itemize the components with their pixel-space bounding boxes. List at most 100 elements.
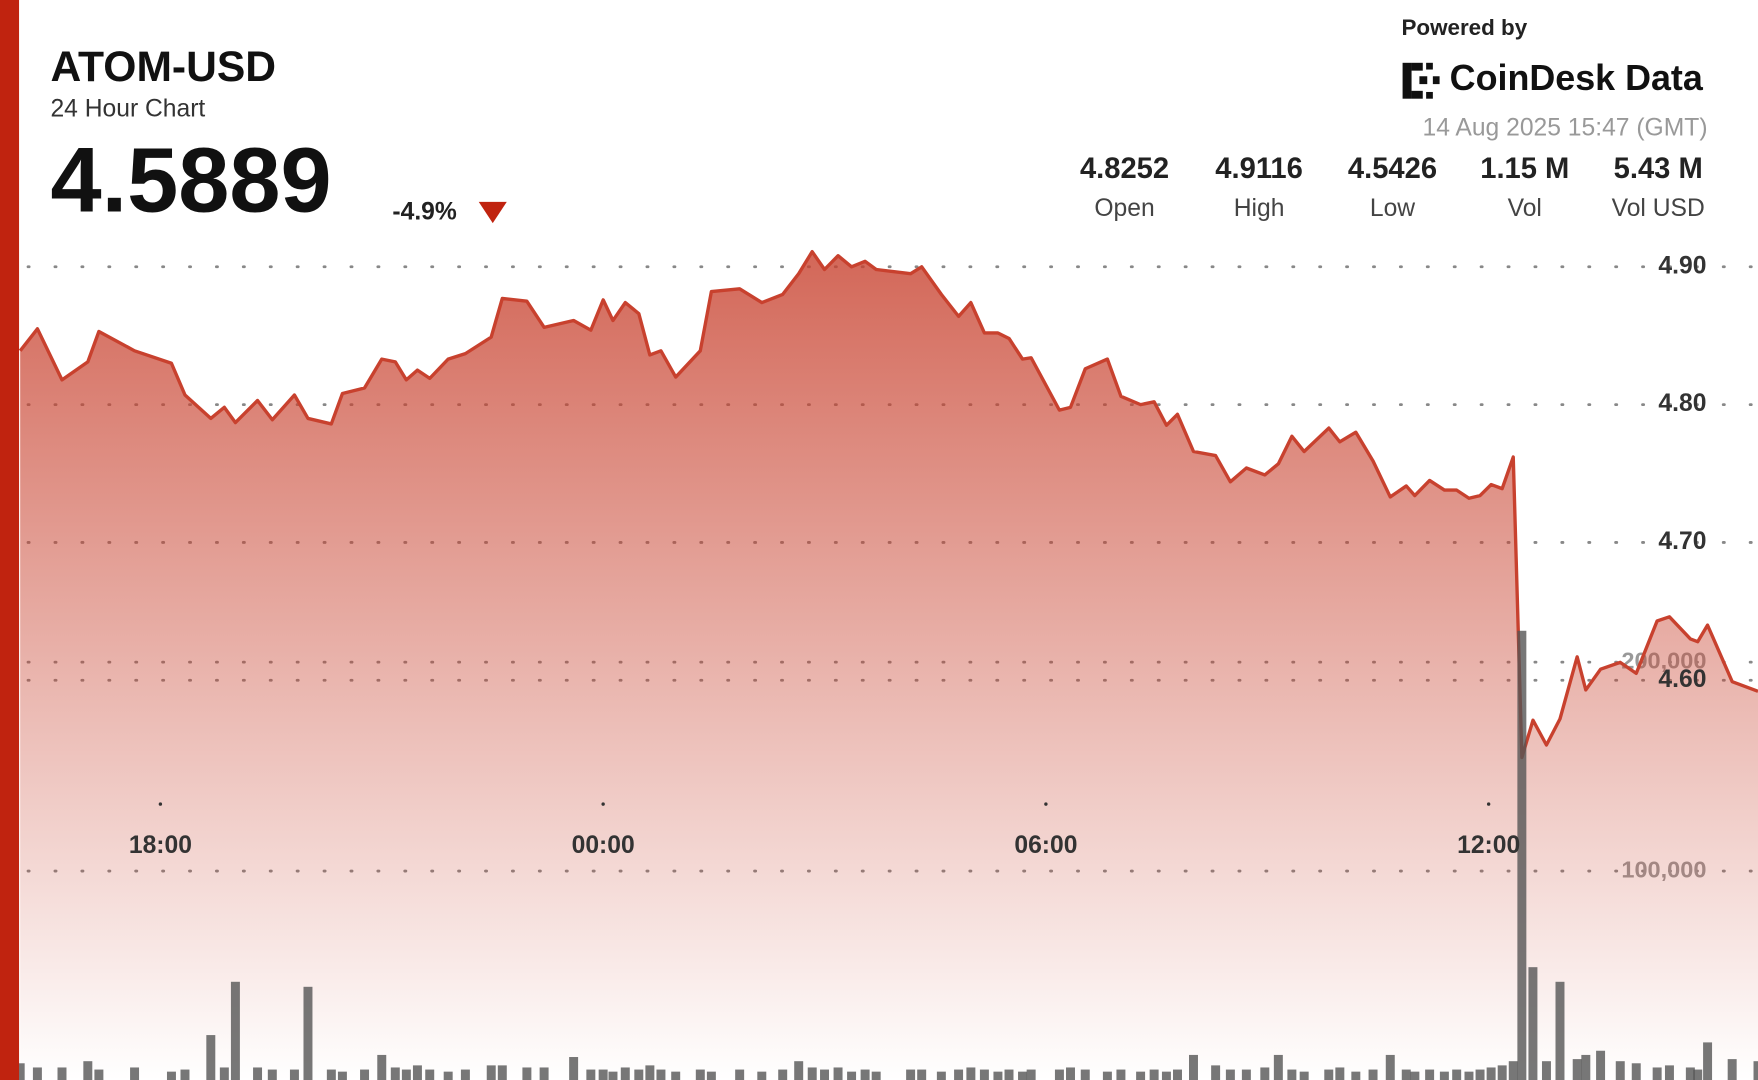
volume-bar (1727, 1059, 1737, 1080)
volume-bar (443, 1071, 453, 1080)
volume-bar (1149, 1069, 1159, 1080)
change: -4.9% (392, 199, 456, 226)
volume-bar (289, 1069, 299, 1080)
stat-value: 1.15 M (1480, 153, 1569, 185)
volume-bar (1054, 1069, 1064, 1080)
volume-bar (871, 1071, 881, 1080)
volume-bar (1703, 1042, 1713, 1080)
volume-bar (917, 1069, 927, 1080)
volume-bar (671, 1071, 681, 1080)
volume-bar (1351, 1071, 1361, 1080)
volume-bar (1541, 1061, 1551, 1080)
volume-bar (1287, 1069, 1297, 1080)
plot-area: 100,000200,0004.604.704.804.9018:0000:00… (15, 249, 1758, 1080)
volume-bar (778, 1069, 788, 1080)
volume-bar (847, 1071, 857, 1080)
volume-bar (695, 1069, 705, 1080)
volume-bar (820, 1069, 830, 1080)
volume-bar (1080, 1069, 1090, 1080)
volume-bar (522, 1067, 532, 1080)
volume-bar (1335, 1067, 1345, 1080)
volume-bar (486, 1065, 496, 1080)
volume-bar (57, 1067, 67, 1080)
volume-bar (1581, 1054, 1591, 1080)
stat-value: 4.5426 (1348, 153, 1437, 185)
powered-by: Powered by (1401, 15, 1527, 40)
volume-bar (337, 1071, 347, 1080)
ticker: ATOM-USD (50, 43, 276, 91)
volume-bar (1664, 1065, 1674, 1080)
volume-bar (979, 1069, 989, 1080)
volume-bar (954, 1069, 964, 1080)
volume-bar (1299, 1071, 1309, 1080)
volume-bar (1439, 1071, 1449, 1080)
volume-bar (1161, 1071, 1171, 1080)
x-tick-label: 00:00 (572, 832, 635, 859)
volume-bar (1260, 1067, 1270, 1080)
volume-bar (497, 1065, 507, 1080)
brand-logo (1402, 62, 1440, 99)
price-line (18, 249, 1758, 760)
volume-bar (1189, 1054, 1198, 1080)
volume-bar (735, 1069, 745, 1080)
volume-bar (1693, 1069, 1703, 1080)
volume-bar (1497, 1065, 1507, 1080)
volume-bar (833, 1067, 843, 1080)
volume-bar (1528, 967, 1538, 1080)
volume-bar (377, 1054, 387, 1080)
volume-bar (598, 1069, 608, 1080)
volume-bar (1452, 1069, 1462, 1080)
volume-bar (412, 1065, 422, 1080)
volume-bar (180, 1069, 190, 1080)
stat-value: 4.9116 (1215, 153, 1303, 185)
stat-value: 4.8252 (1080, 153, 1169, 185)
volume-bar (906, 1069, 916, 1080)
volume-bar (1368, 1069, 1378, 1080)
x-tick-mark (1044, 802, 1048, 806)
volume-bar (1410, 1071, 1420, 1080)
volume-bar (166, 1071, 176, 1080)
volume-bar (1066, 1067, 1075, 1080)
y-tick-label: 4.80 (1658, 390, 1706, 417)
volume-bar (253, 1067, 263, 1080)
volume-bar (1753, 1061, 1758, 1080)
volume-bar (425, 1069, 435, 1080)
volume-bar (634, 1069, 644, 1080)
volume-bar (1486, 1067, 1496, 1080)
stats: 4.8252 Open 4.9116 High 4.5426 Low 1.15 M Vol 5.… (1080, 153, 1705, 222)
volume-bar (15, 1063, 25, 1080)
volume-bar (1241, 1069, 1251, 1080)
timestamp: 14 Aug 2025 15:47 (GMT) (1422, 114, 1707, 141)
volume-bar (326, 1069, 336, 1080)
volume-bar (966, 1067, 976, 1080)
volume-bar (706, 1071, 716, 1080)
price: 4.5889 (50, 130, 331, 232)
volume-bar (1464, 1071, 1474, 1080)
volume-bar (230, 981, 240, 1080)
x-tick-label: 18:00 (129, 832, 192, 859)
volume-bar (1615, 1061, 1625, 1080)
volume-bar (1026, 1069, 1036, 1080)
volume-bar (620, 1067, 630, 1080)
volume-bar (656, 1069, 666, 1080)
down-arrow (478, 201, 507, 224)
volume-bar (360, 1069, 370, 1080)
volume-bar (569, 1057, 579, 1080)
volume-bar (1596, 1050, 1606, 1080)
volume-bar (539, 1067, 549, 1080)
volume-bar (608, 1071, 618, 1080)
volume-bar (1631, 1063, 1641, 1080)
volume-bar (1401, 1069, 1411, 1080)
volume-bar (794, 1061, 804, 1080)
volume-bar (460, 1069, 470, 1080)
y-tick-label: 4.90 (1658, 252, 1706, 279)
volume-bar (130, 1067, 140, 1080)
price-area (20, 251, 1758, 1080)
volume-bar (1136, 1071, 1146, 1080)
volume-bar (32, 1067, 42, 1080)
volume-bar (1102, 1071, 1112, 1080)
volume-bar (993, 1071, 1003, 1080)
volume-bar (401, 1069, 411, 1080)
